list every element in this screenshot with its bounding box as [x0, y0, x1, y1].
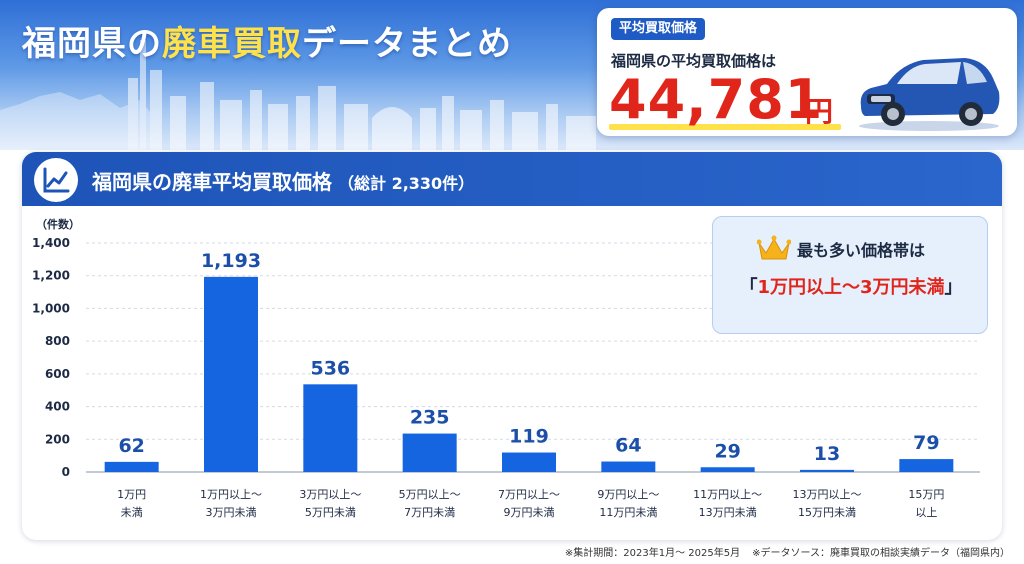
y-tick-label: 400 — [45, 400, 70, 414]
x-tick-label: 以上 — [915, 506, 937, 519]
x-tick-label: 7万円未満 — [404, 506, 455, 519]
x-tick-label: 15万円未満 — [798, 506, 856, 519]
crown-icon — [757, 235, 791, 260]
x-tick-label: 15万円 — [908, 488, 944, 501]
y-tick-label: 1,200 — [32, 269, 70, 283]
y-tick-label: 0 — [62, 465, 70, 479]
bar — [899, 459, 954, 472]
bar-value-label: 79 — [913, 432, 939, 454]
x-tick-label: 11万円以上〜 — [693, 488, 762, 501]
x-tick-label: 11万円未満 — [599, 506, 657, 519]
bar — [104, 461, 159, 472]
bar-value-label: 235 — [410, 407, 450, 429]
footnote: ※集計期間：2023年1月〜 2025年5月 ※データソース：廃車買取の相談実績デ… — [520, 544, 1010, 559]
x-tick-label: 5万円以上〜 — [399, 488, 461, 501]
y-tick-label: 200 — [45, 432, 70, 446]
x-tick-label: 7万円以上〜 — [498, 488, 560, 501]
x-tick-label: 1万円 — [117, 488, 146, 501]
x-tick-label: 3万円以上〜 — [299, 488, 361, 501]
page-title-highlight: 廃車買取 — [162, 24, 302, 64]
bar — [800, 469, 854, 472]
most-common-range-value: 「1万円以上〜3万円未満」 — [739, 277, 963, 298]
x-tick-label: 1万円以上〜 — [200, 488, 262, 501]
average-price-value: 44,781 — [609, 68, 824, 131]
average-price-unit: 円 — [805, 95, 834, 128]
bar-value-label: 536 — [310, 357, 350, 379]
car-illustration — [859, 58, 1000, 131]
bar — [303, 384, 358, 472]
page-title: 福岡県の廃車買取データまとめ — [22, 24, 512, 64]
footnote-source: ※データソース：廃車買取の相談実績データ（福岡県内） — [752, 548, 1010, 559]
bar-value-label: 1,193 — [201, 250, 261, 272]
x-tick-label: 未満 — [121, 506, 143, 519]
x-tick-label: 3万円未満 — [206, 506, 257, 519]
y-tick-label: 1,000 — [32, 301, 70, 315]
chart-panel-header: 福岡県の廃車平均買取価格 （総計 2,330件） — [22, 152, 1002, 206]
most-common-range-label: 最も多い価格帯は — [797, 241, 926, 260]
bar — [204, 276, 258, 472]
bar-value-label: 29 — [714, 440, 740, 462]
y-tick-label: 600 — [45, 367, 70, 381]
x-tick-label: 9万円未満 — [504, 506, 555, 519]
y-tick-label: 1,400 — [32, 236, 70, 250]
bar — [502, 452, 556, 472]
bar-value-label: 64 — [615, 435, 641, 457]
bar-value-label: 119 — [509, 426, 549, 448]
average-price-subtitle: 福岡県の平均買取価格は — [611, 52, 777, 70]
city-skyline-illustration — [0, 40, 596, 150]
bar — [700, 467, 755, 472]
line-chart-icon — [34, 158, 78, 202]
footnote-period: ※集計期間：2023年1月〜 2025年5月 — [564, 548, 741, 559]
bar — [601, 461, 656, 472]
x-tick-label: 13万円未満 — [699, 506, 757, 519]
average-price-tag: 平均買取価格 — [611, 18, 706, 40]
x-tick-label: 5万円未満 — [305, 506, 356, 519]
average-price-underline — [609, 124, 841, 130]
most-common-range-box: 最も多い価格帯は 「1万円以上〜3万円未満」 — [712, 216, 988, 334]
bar-value-label: 62 — [118, 435, 144, 457]
x-tick-label: 13万円以上〜 — [793, 488, 862, 501]
chart-total: （総計 2,330件） — [338, 174, 475, 193]
y-tick-label: 800 — [45, 334, 70, 348]
chart-title: 福岡県の廃車平均買取価格 （総計 2,330件） — [92, 170, 475, 194]
y-axis-label: （件数） — [36, 217, 80, 231]
average-price-card: 平均買取価格 福岡県の平均買取価格は 44,781 円 — [597, 8, 1017, 136]
bar-value-label: 13 — [814, 443, 840, 465]
bar — [402, 433, 457, 472]
x-tick-label: 9万円以上〜 — [597, 488, 659, 501]
